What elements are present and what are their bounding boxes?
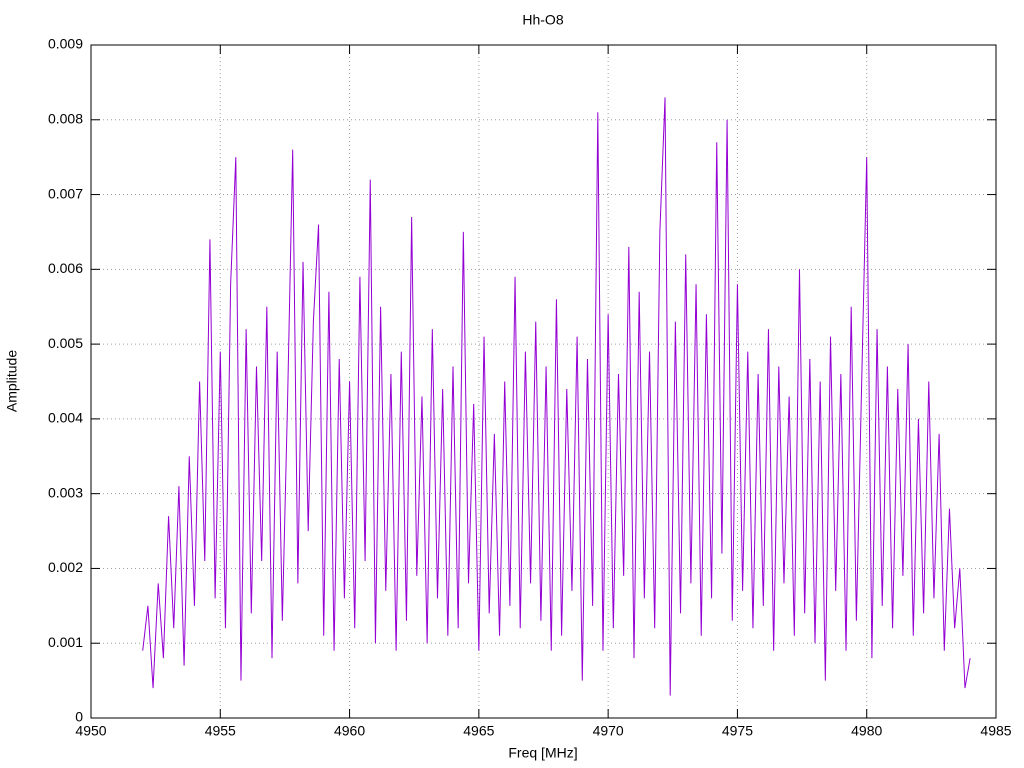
x-tick-label: 4965 [463,723,494,739]
x-tick-label: 4970 [593,723,624,739]
y-tick-label: 0.009 [48,36,83,52]
y-tick-label: 0 [75,709,83,725]
x-tick-label: 4975 [722,723,753,739]
plot-frame [90,44,997,719]
y-axis-label: Amplitude [4,350,20,412]
y-tick-label: 0.005 [48,335,83,351]
x-tick-label: 4950 [75,723,106,739]
y-tick-label: 0.001 [48,634,83,650]
x-axis-label: Freq [MHz] [508,745,577,761]
y-tick-label: 0.003 [48,484,83,500]
x-tick-label: 4955 [205,723,236,739]
x-tick-label: 4980 [851,723,882,739]
data-line [142,97,971,696]
y-tick-label: 0.004 [48,410,83,426]
y-tick-label: 0.008 [48,110,83,126]
chart-title: Hh-O8 [522,12,563,28]
x-tick-label: 4960 [334,723,365,739]
x-tick-label: 4985 [980,723,1011,739]
y-tick-label: 0.007 [48,185,83,201]
y-tick-label: 0.002 [48,559,83,575]
y-tick-label: 0.006 [48,260,83,276]
